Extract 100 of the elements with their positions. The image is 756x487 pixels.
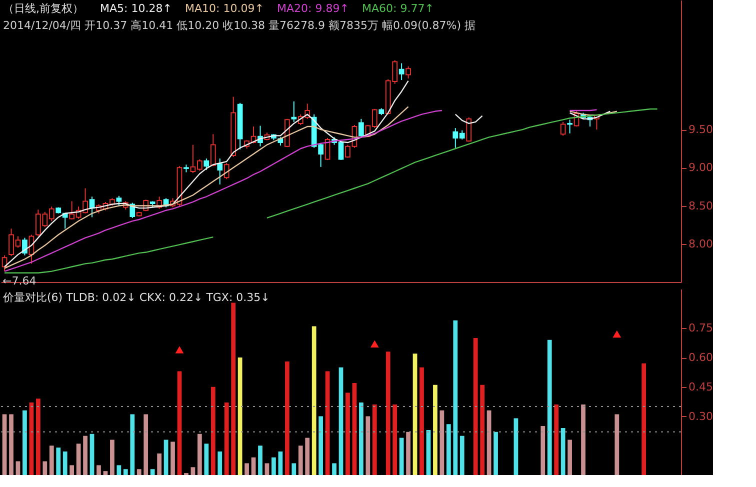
bar <box>116 465 122 475</box>
bar <box>332 463 336 475</box>
bar <box>346 392 350 475</box>
bar <box>204 444 209 475</box>
candlestick <box>567 119 572 134</box>
candlestick <box>398 62 404 81</box>
bar <box>56 448 61 475</box>
bar <box>386 352 390 475</box>
bar <box>486 410 492 475</box>
bar <box>231 302 236 475</box>
text: MA10: 10.09↑ <box>185 2 264 15</box>
y-tick-label: 0.45 <box>688 380 713 394</box>
y-tick-label: 0.75 <box>688 322 713 335</box>
candlestick <box>560 121 566 136</box>
bar <box>406 432 410 475</box>
bar <box>144 414 148 475</box>
bar <box>190 467 196 475</box>
bar <box>49 446 54 475</box>
bar <box>177 371 182 475</box>
bar <box>366 416 370 475</box>
bar <box>2 414 7 475</box>
bar <box>136 469 142 475</box>
bar <box>540 426 546 475</box>
bar <box>440 410 444 475</box>
bar <box>547 340 552 475</box>
bar <box>36 398 40 475</box>
candlestick <box>116 195 122 206</box>
bar <box>110 440 114 475</box>
bar <box>433 384 438 475</box>
bar <box>473 338 478 475</box>
candlestick <box>291 100 297 122</box>
point <box>175 346 184 354</box>
bar <box>42 461 48 475</box>
candlestick <box>224 162 230 180</box>
bar <box>272 457 276 475</box>
bar <box>352 382 357 475</box>
bar <box>197 434 202 475</box>
bar <box>238 358 242 475</box>
bar <box>251 457 256 475</box>
bar <box>29 402 34 475</box>
bar <box>338 367 344 475</box>
bar <box>614 414 620 475</box>
bar <box>244 463 249 475</box>
bar <box>284 361 290 475</box>
bar <box>170 442 175 475</box>
bar <box>494 432 498 475</box>
bar <box>218 452 222 475</box>
bar <box>258 446 262 475</box>
candlestick <box>204 158 210 170</box>
candlestick <box>22 237 28 256</box>
bar <box>581 404 586 475</box>
text: MA20: 9.89↑ <box>277 2 349 15</box>
bar <box>103 471 108 475</box>
bar <box>224 402 229 475</box>
y-tick-label: 0.30 <box>688 410 713 423</box>
candlestick <box>358 118 364 138</box>
bar <box>298 446 303 475</box>
bar <box>157 453 162 475</box>
bar <box>16 461 20 475</box>
text: MA60: 9.77↑ <box>362 2 434 15</box>
y-tick-label: 9.50 <box>688 123 713 136</box>
bar <box>412 354 418 475</box>
y-tick-label: 8.00 <box>688 237 713 250</box>
bar <box>210 386 216 475</box>
bar <box>460 436 464 475</box>
candlestick <box>210 134 216 167</box>
bar <box>22 410 27 475</box>
bar <box>446 424 451 475</box>
bar <box>399 438 404 475</box>
bar <box>372 404 377 475</box>
bar <box>514 418 518 475</box>
bar <box>9 414 14 475</box>
text: MA5: 10.28↑ <box>100 2 172 15</box>
bar <box>325 371 330 475</box>
chart-title: 价量对比(6) TLDB: 0.02↓ CKX: 0.22↓ TGX: 0.35↓ <box>2 291 270 304</box>
bar <box>560 428 566 475</box>
candlestick <box>466 116 472 142</box>
chart-title: （日线,前复权） <box>3 2 84 15</box>
bar <box>554 404 559 475</box>
bar <box>392 404 398 475</box>
y-tick-label: 9.00 <box>688 161 713 174</box>
bar <box>292 463 296 475</box>
bar <box>305 438 310 475</box>
bar <box>278 452 283 475</box>
bar <box>420 367 424 475</box>
y-tick-label: 0.60 <box>688 351 713 364</box>
bar <box>318 416 323 475</box>
bar <box>642 363 646 475</box>
point <box>370 340 379 348</box>
bar <box>70 465 74 475</box>
bar <box>96 465 101 475</box>
bar <box>164 440 168 475</box>
bar <box>480 384 485 475</box>
bar <box>123 469 128 475</box>
bar <box>426 430 431 475</box>
bar <box>150 469 155 475</box>
bar <box>76 444 81 475</box>
candlestick <box>406 66 411 80</box>
bar <box>83 436 88 475</box>
bar <box>90 434 94 475</box>
